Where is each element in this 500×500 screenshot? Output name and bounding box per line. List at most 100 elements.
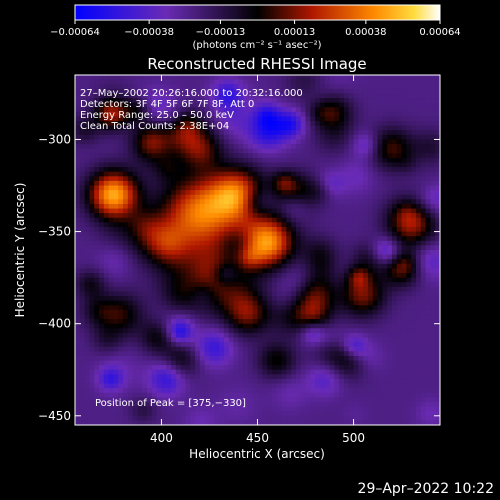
heatmap-cell [319,217,326,223]
heatmap-cell [185,107,191,113]
heatmap-cell [281,194,287,200]
heatmap-cell [151,194,158,200]
heatmap-cell [166,291,172,297]
heatmap-cell [238,130,244,136]
heatmap-cell [382,139,388,145]
heatmap-cell [267,199,273,205]
heatmap-cell [363,194,369,200]
heatmap-cell [190,144,196,150]
heatmap-cell [348,351,354,357]
heatmap-cell [310,199,316,205]
heatmap-cell [358,190,364,196]
heatmap-cell [334,332,340,338]
heatmap-cell [348,286,354,292]
heatmap-cell [132,84,138,90]
heatmap-cell [319,360,326,366]
heatmap-cell [247,328,254,334]
heatmap-cell [315,254,321,260]
heatmap-cell [267,291,273,297]
heatmap-cell [430,79,436,85]
heatmap-cell [219,332,225,338]
heatmap-cell [257,84,263,90]
heatmap-cell [372,291,378,297]
heatmap-cell [243,84,249,90]
heatmap-cell [228,121,234,127]
heatmap-cell [276,360,282,366]
heatmap-cell [339,134,345,140]
heatmap-cell [286,130,292,136]
heatmap-cell [411,148,417,154]
heatmap-cell [171,75,177,81]
heatmap-cell [79,291,85,297]
heatmap-cell [223,263,230,269]
heatmap-cell [387,250,393,256]
heatmap-cell [190,245,196,251]
heatmap-cell [103,222,110,228]
heatmap-cell [411,125,417,131]
heatmap-cell [223,203,230,209]
heatmap-cell [118,254,124,260]
heatmap-cell [387,148,393,154]
heatmap-cell [223,167,230,173]
heatmap-cell [156,107,162,113]
heatmap-cell [324,79,330,85]
heatmap-cell [127,111,134,117]
heatmap-cell [271,365,278,371]
heatmap-cell [132,332,138,338]
heatmap-cell [406,273,412,279]
heatmap-cell [286,355,292,361]
heatmap-cell [363,176,369,182]
heatmap-cell [113,231,119,237]
heatmap-cell [223,125,230,131]
heatmap-cell [195,263,201,269]
heatmap-cell [199,125,206,131]
heatmap-cell [430,125,436,131]
heatmap-cell [425,286,431,292]
heatmap-cell [228,240,234,246]
heatmap-cell [247,167,254,173]
heatmap-cell [305,355,311,361]
heatmap-cell [377,116,383,122]
heatmap-cell [175,374,182,380]
heatmap-cell [315,171,321,177]
heatmap-cell [363,116,369,122]
heatmap-cell [151,180,158,186]
heatmap-cell [281,369,287,375]
heatmap-cell [185,273,191,279]
heatmap-cell [310,213,316,219]
heatmap-cell [223,323,230,329]
heatmap-cell [243,314,249,320]
heatmap-cell [238,314,244,320]
heatmap-cell [343,134,350,140]
heatmap-cell [387,139,393,145]
heatmap-cell [430,121,436,127]
heatmap-cell [377,148,383,154]
heatmap-cell [415,111,422,117]
heatmap-cell [319,190,326,196]
heatmap-cell [190,107,196,113]
heatmap-cell [319,144,326,150]
heatmap-cell [415,125,422,131]
heatmap-cell [425,93,431,99]
heatmap-cell [132,250,138,256]
heatmap-cell [195,268,201,274]
heatmap-cell [276,250,282,256]
heatmap-cell [367,342,374,348]
heatmap-cell [415,162,422,168]
heatmap-cell [305,226,311,232]
heatmap-cell [156,116,162,122]
heatmap-cell [247,365,254,371]
heatmap-cell [300,355,306,361]
heatmap-cell [425,263,431,269]
heatmap-cell [401,157,407,163]
heatmap-cell [171,107,177,113]
heatmap-cell [315,323,321,329]
heatmap-cell [430,369,436,375]
heatmap-cell [339,88,345,94]
heatmap-cell [411,111,417,117]
heatmap-cell [142,93,148,99]
heatmap-cell [367,116,374,122]
heatmap-cell [286,153,292,159]
heatmap-cell [315,305,321,311]
heatmap-cell [190,75,196,81]
